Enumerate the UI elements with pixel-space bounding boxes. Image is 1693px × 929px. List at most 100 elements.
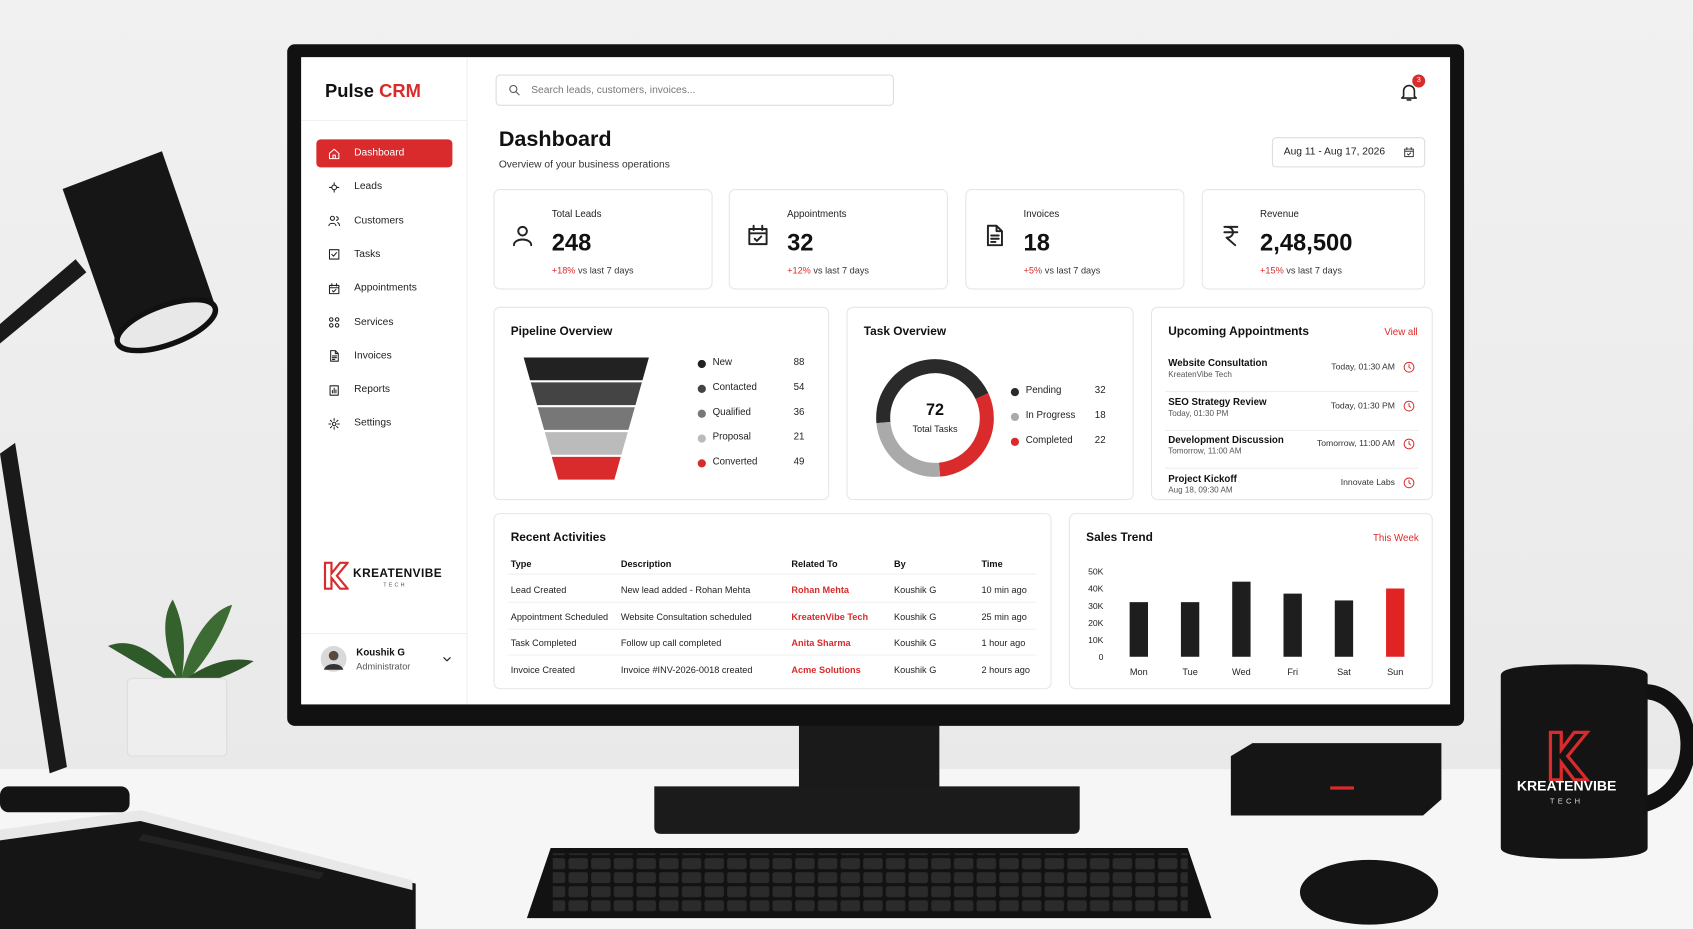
table-cell: Koushik G [893,584,937,596]
appointment-item[interactable]: Project Kickoff Aug 18, 09:30 AM Innovate … [1152,473,1432,510]
icon [509,84,520,96]
nav-item[interactable]: Leads [316,173,452,201]
activities-card: Recent Activities Type Description Related … [493,513,1052,690]
nav-item[interactable]: Appointments [316,275,452,303]
crm-screen: Pulse CRM Dashboard Leads Customers Tasks App… [301,57,1451,705]
search-box[interactable]: Search leads, customers, invoices... [495,74,894,106]
card-title: Recent Activities [510,531,606,545]
icon-stroke [328,282,340,294]
date-range[interactable]: Aug 11 - Aug 17, 2026 [1271,137,1426,168]
keyboard [526,847,1212,919]
icon-stroke [328,418,340,430]
avatar-body [323,664,344,670]
appointment-subtitle: KreatenVibe Tech [1168,369,1232,380]
user-name: Koushik G [356,647,405,658]
icon-stroke [1401,84,1418,101]
media-box [1230,743,1442,816]
icon-stroke [748,224,768,246]
funnel-stage [537,407,635,430]
icon [1403,476,1415,488]
divider [1164,429,1419,431]
x-tick-label: Wed [1232,667,1251,677]
legend-swatch [697,359,706,369]
nav-item[interactable]: Services [316,308,452,336]
icon-stroke [329,384,339,396]
legend-value: 18 [1094,409,1106,421]
bar [1386,588,1405,657]
legend-dot [697,434,706,443]
kpi-card: Appointments 32 +12% vs last 7 days [728,189,948,290]
card-period[interactable]: This Week [1372,532,1419,544]
table-cell[interactable]: Anita Sharma [791,637,851,649]
user-role: Administrator [356,661,411,672]
y-tick-label: 30K [1088,601,1104,611]
divider [1164,391,1419,393]
appointment-item[interactable]: SEO Strategy Review Today, 01:30 PM Today,… [1152,396,1432,433]
y-tick-label: 50K [1088,567,1104,577]
legend-swatch [697,384,706,393]
page-title: Dashboard [498,127,612,152]
kpi-value: 2,48,500 [1260,229,1353,257]
table-cell: 1 hour ago [981,637,1026,649]
icon-stroke [328,249,340,261]
sidebar: Pulse CRM Dashboard Leads Customers Tasks App… [301,57,468,705]
user-avatar [320,645,347,672]
kpi-card: Invoices 18 +5% vs last 7 days [965,189,1185,290]
divider [1164,467,1419,469]
icon [1403,361,1415,373]
icon [1401,84,1418,101]
icon [329,317,340,328]
icon [328,282,340,294]
legend-value: 22 [1094,434,1106,446]
bar [1334,600,1354,657]
legend-value: 21 [793,430,805,442]
divider [301,632,468,635]
divider [301,119,468,121]
nav-item[interactable]: Customers [316,207,452,235]
appointment-item[interactable]: Website Consultation KreatenVibe Tech Toda… [1152,358,1432,395]
table-cell[interactable]: Rohan Mehta [791,584,850,596]
icon [328,181,340,193]
nav-item[interactable]: Invoices [316,342,452,370]
logo-k [323,561,349,590]
notifications[interactable]: 3 [1398,74,1426,105]
nav-item[interactable]: Dashboard [316,139,453,168]
card-title: Task Overview [863,325,947,339]
legend-dot [697,359,706,369]
funnel-stage [523,357,649,381]
icon [986,224,1003,247]
table-cell: Appointment Scheduled [510,611,609,622]
nav-item[interactable]: Tasks [316,241,452,269]
icon-stroke [1403,476,1415,488]
table-cell[interactable]: KreatenVibe Tech [791,611,869,622]
kpi-change: +12% vs last 7 days [787,265,869,276]
appointment-title: SEO Strategy Review [1168,395,1267,407]
icon-stroke [986,224,1003,247]
appointment-time: Today, 01:30 PM [1330,400,1395,410]
donut-label: Total Tasks [912,424,958,434]
kpi-change-value: +18% [551,264,576,276]
icon-stroke [328,148,340,159]
legend-dot [1010,388,1020,397]
nav-item[interactable]: Reports [316,376,452,404]
bar [1180,602,1200,657]
table-header: Related To [791,558,838,570]
donut-segment [876,421,941,477]
icon [328,215,340,227]
view-all-link[interactable]: View all [1384,326,1418,338]
date-range-text: Aug 11 - Aug 17, 2026 [1283,145,1386,158]
nav-label: Leads [354,180,383,193]
legend-swatch [697,434,706,443]
y-tick-label: 20K [1088,618,1104,628]
icon [330,350,339,363]
icon-stroke [509,84,520,96]
nav-item[interactable]: Settings [316,410,452,438]
x-tick-label: Sat [1337,667,1351,677]
kpi-value: 32 [787,229,814,257]
table-cell[interactable]: Acme Solutions [791,664,861,676]
kpi-change-value: +5% [1023,264,1043,276]
x-tick-label: Sun [1387,667,1403,677]
appointment-item[interactable]: Development Discussion Tomorrow, 11:00 AM… [1152,434,1432,471]
